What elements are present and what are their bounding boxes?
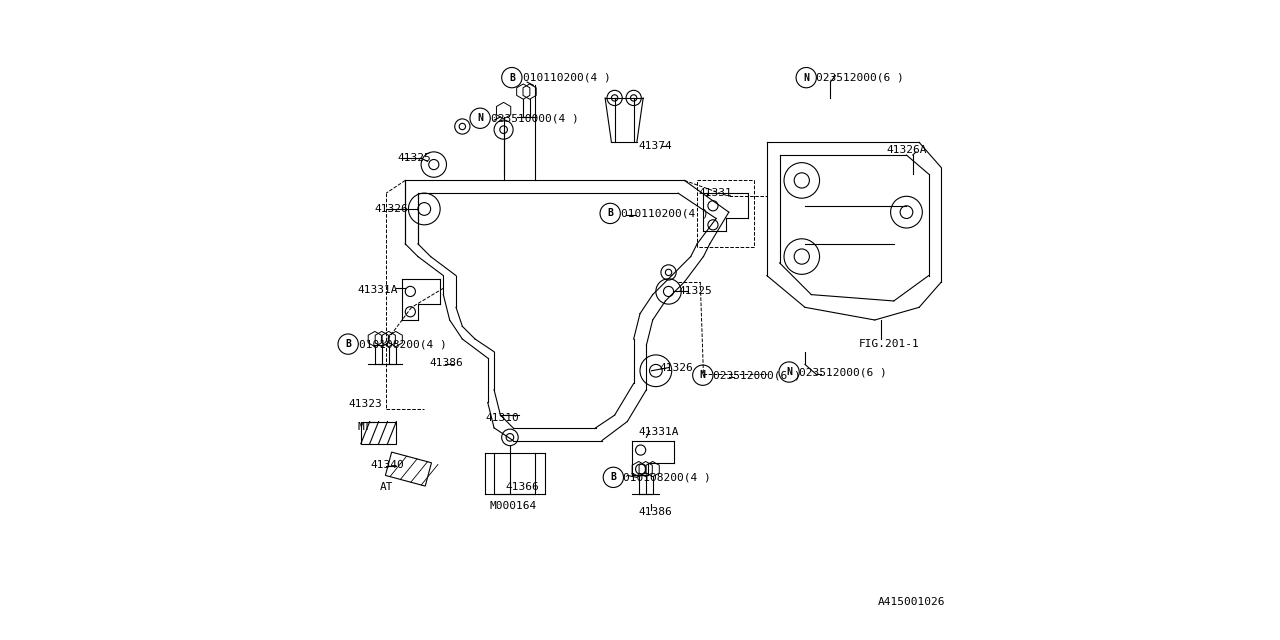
Text: 41326: 41326 (659, 363, 692, 372)
Text: B: B (607, 209, 613, 218)
Text: B: B (611, 472, 616, 483)
Text: MT: MT (357, 422, 371, 431)
Text: AT: AT (380, 482, 393, 492)
Text: N: N (804, 73, 809, 83)
Text: B: B (346, 339, 351, 349)
Text: 010108200(4 ): 010108200(4 ) (358, 339, 447, 349)
Text: N: N (700, 370, 705, 380)
Text: 41374: 41374 (639, 141, 672, 150)
Text: 023510000(4 ): 023510000(4 ) (492, 113, 579, 124)
Text: 023512000(6 ): 023512000(6 ) (713, 370, 801, 380)
Text: 41331A: 41331A (357, 285, 398, 294)
Text: 41325: 41325 (678, 287, 712, 296)
Text: 41331A: 41331A (639, 428, 678, 437)
Text: M000164: M000164 (490, 501, 536, 511)
Text: N: N (786, 367, 792, 377)
Text: 41323: 41323 (348, 399, 381, 410)
Text: 41325: 41325 (398, 152, 431, 163)
Text: B: B (509, 73, 515, 83)
Text: A415001026: A415001026 (878, 597, 946, 607)
Text: 41386: 41386 (429, 358, 463, 368)
Text: 41331: 41331 (699, 188, 732, 198)
Text: 010108200(4 ): 010108200(4 ) (623, 472, 710, 483)
Text: 023512000(6 ): 023512000(6 ) (799, 367, 886, 377)
Text: 023512000(6 ): 023512000(6 ) (817, 73, 904, 83)
Text: 41386: 41386 (639, 507, 672, 516)
Text: 010110200(4 ): 010110200(4 ) (522, 73, 611, 83)
Text: 41340: 41340 (370, 460, 404, 470)
Text: 41310: 41310 (485, 413, 518, 423)
Text: N: N (477, 113, 483, 124)
Text: 41326: 41326 (375, 204, 408, 214)
Text: 41366: 41366 (506, 482, 539, 492)
Text: 41326A: 41326A (886, 145, 927, 155)
Text: 010110200(4 ): 010110200(4 ) (621, 209, 709, 218)
Text: FIG.201-1: FIG.201-1 (859, 339, 919, 349)
